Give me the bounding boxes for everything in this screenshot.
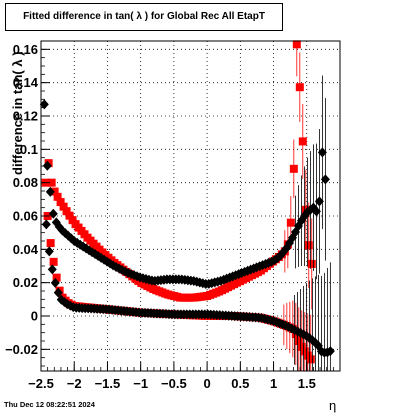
y-tick-label: 0.1	[20, 142, 38, 157]
data-point-square	[289, 164, 298, 173]
x-axis-label: η	[329, 398, 337, 413]
data-point-square	[65, 211, 74, 220]
x-tick-label: −2.5	[28, 376, 54, 391]
x-tick-label: 0	[203, 376, 210, 391]
data-point-square	[292, 40, 301, 49]
data-point-square	[295, 83, 304, 92]
x-tick-label: 0.5	[231, 376, 249, 391]
data-markers	[39, 40, 335, 371]
data-point-diamond	[53, 287, 63, 298]
y-tick-label: −0.02	[5, 342, 38, 357]
y-tick-label: 0	[31, 309, 38, 324]
data-point-square	[286, 218, 295, 227]
y-axis-label: difference in tan( λ )	[10, 51, 25, 175]
data-point-square	[294, 337, 303, 345]
data-point-square	[298, 137, 307, 146]
x-tick-label: −2	[67, 376, 82, 391]
y-tick-label: 0.14	[13, 75, 39, 90]
y-tick-label: 0.04	[13, 242, 39, 257]
data-point-square	[53, 192, 62, 201]
data-point-square	[50, 187, 59, 196]
data-point-diamond	[44, 246, 54, 257]
y-tick-label: 0.12	[13, 109, 38, 124]
y-tick-label: 0.08	[13, 175, 38, 190]
data-point-diamond	[314, 196, 324, 207]
data-point-square	[46, 239, 55, 248]
x-tick-label: −1.5	[95, 376, 121, 391]
data-point-diamond	[45, 186, 55, 197]
data-point-square	[52, 273, 61, 282]
data-point-diamond	[50, 277, 60, 288]
data-point-square	[56, 198, 65, 207]
axes: −2.5 −2 −1.5 −1 −0.5 0 0.5 1 1.5 −0.02 0 0.02 0.04 0.…	[5, 40, 341, 391]
x-tick-label: −0.5	[161, 376, 187, 391]
data-point-diamond	[317, 147, 327, 158]
plot-frame	[40, 40, 341, 372]
y-tick-label: 0.06	[13, 209, 38, 224]
data-point-square	[47, 178, 56, 187]
data-point-square	[59, 202, 68, 211]
data-point-diamond	[41, 219, 51, 230]
data-point-diamond	[39, 99, 49, 110]
data-point-diamond	[320, 174, 330, 185]
timestamp: Thu Dec 12 08:22:51 2024	[4, 400, 95, 409]
data-point-square	[300, 347, 309, 356]
data-point-diamond	[325, 346, 335, 357]
x-tick-label: 1.5	[298, 376, 316, 391]
data-point-square	[307, 259, 316, 268]
data-point-diamond	[48, 208, 58, 219]
data-point-square	[49, 257, 58, 266]
data-point-diamond	[311, 206, 321, 217]
chart-title: Fitted difference in tan( λ ) for Global…	[5, 3, 283, 31]
y-tick-label: 0.02	[13, 275, 38, 290]
x-tick-label: −1	[133, 376, 148, 391]
data-point-diamond	[42, 160, 52, 171]
data-point-square	[306, 355, 315, 364]
data-point-square	[297, 342, 306, 351]
data-point-square	[62, 207, 71, 216]
x-tick-label: 1	[270, 376, 277, 391]
data-point-square	[304, 241, 313, 250]
data-point-diamond	[47, 264, 57, 275]
y-tick-label: 0.16	[13, 42, 38, 57]
